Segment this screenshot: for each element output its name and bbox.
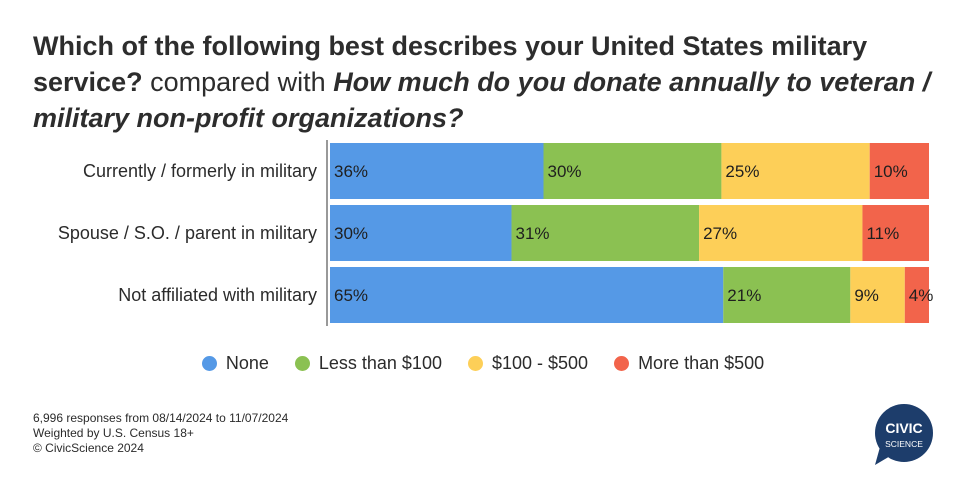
bar-segment xyxy=(723,267,851,323)
bar-segment xyxy=(699,205,863,261)
data-label: 27% xyxy=(703,224,737,243)
footer-copyright: © CivicScience 2024 xyxy=(33,441,144,455)
legend-marker xyxy=(201,356,217,371)
bar-segment xyxy=(330,267,724,323)
data-label: 31% xyxy=(516,224,550,243)
bar-segment xyxy=(850,267,905,323)
legend-item: More than $500 xyxy=(614,353,764,374)
bar-segment xyxy=(904,267,929,323)
title-question-1: Which of the following best describes yo… xyxy=(33,31,868,97)
bar-segment xyxy=(543,143,722,199)
logo-circle xyxy=(875,404,933,462)
footer-weighting: Weighted by U.S. Census 18+ xyxy=(33,426,194,440)
logo-text-civic: CIVIC xyxy=(885,420,922,436)
bar-segment xyxy=(869,143,929,199)
footer-notes: 6,996 responses from 08/14/2024 to 11/07… xyxy=(33,411,288,456)
bar-segment xyxy=(330,143,544,199)
legend-item: Less than $100 xyxy=(294,353,442,374)
legend-label: $100 - $500 xyxy=(491,353,589,373)
legend-label: Less than $100 xyxy=(318,353,442,373)
chart-title: Which of the following best describes yo… xyxy=(33,28,943,136)
data-label: 10% xyxy=(874,162,908,181)
title-connector: compared with xyxy=(142,67,334,97)
legend-marker xyxy=(614,356,630,371)
data-label: 30% xyxy=(334,224,368,243)
category-label: Spouse / S.O. / parent in military xyxy=(58,223,317,243)
bar-segment xyxy=(862,205,929,261)
data-label: 11% xyxy=(866,224,899,243)
chart-legend: None Less than $100 $100 - $500 More than $… xyxy=(0,353,966,374)
data-label: 21% xyxy=(727,286,761,305)
title-question-2: How much do you donate annually to veter… xyxy=(33,67,931,133)
civicscience-logo: CIVIC SCIENCE xyxy=(875,404,933,465)
data-label: 30% xyxy=(548,162,582,181)
logo-speech-tail xyxy=(875,447,892,465)
data-label: 65% xyxy=(334,286,368,305)
data-label: 36% xyxy=(334,162,368,181)
logo-text-science: SCIENCE xyxy=(885,439,923,449)
bar-segment xyxy=(330,205,512,261)
bar-segment xyxy=(511,205,700,261)
data-label: 25% xyxy=(725,162,759,181)
legend-item: $100 - $500 xyxy=(467,353,589,374)
legend-item: None xyxy=(201,353,269,374)
data-label: 9% xyxy=(854,286,879,305)
legend-marker xyxy=(294,356,310,371)
footer-responses: 6,996 responses from 08/14/2024 to 11/07… xyxy=(33,411,289,425)
legend-label: None xyxy=(225,353,269,373)
legend-marker xyxy=(467,356,483,371)
category-label: Currently / formerly in military xyxy=(83,161,317,181)
legend-label: More than $500 xyxy=(638,353,765,373)
data-label: 4% xyxy=(909,286,934,305)
bar-segment xyxy=(721,143,870,199)
category-label: Not affiliated with military xyxy=(118,285,317,305)
